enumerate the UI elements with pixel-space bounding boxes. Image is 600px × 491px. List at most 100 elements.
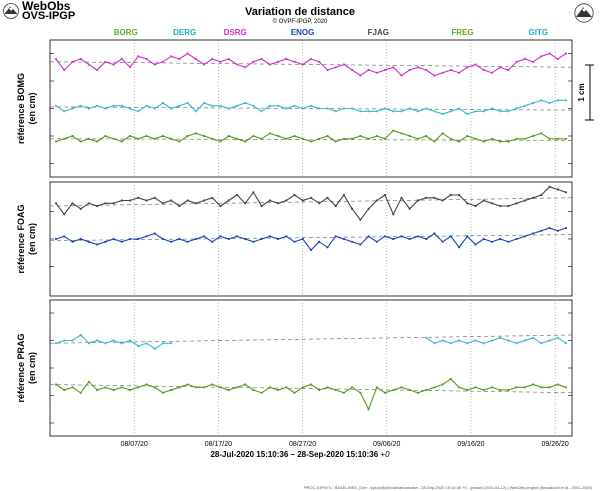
data-point <box>285 235 288 238</box>
data-point <box>285 107 288 110</box>
data-point <box>137 237 140 241</box>
data-point <box>556 99 559 102</box>
panel-sublabel: (en cm) <box>27 223 37 255</box>
date-range-suffix: +0 <box>380 450 390 459</box>
data-point <box>540 132 543 135</box>
data-point <box>178 57 181 61</box>
data-point <box>63 137 66 140</box>
data-point <box>178 237 181 241</box>
data-point <box>96 204 99 208</box>
data-point <box>326 134 329 138</box>
data-point <box>227 134 230 138</box>
data-point <box>104 60 107 63</box>
data-point <box>63 213 66 216</box>
data-point <box>507 240 510 243</box>
data-point <box>96 388 99 392</box>
data-point <box>515 107 518 110</box>
data-point <box>309 140 313 143</box>
data-point <box>490 107 494 110</box>
data-point <box>260 237 263 241</box>
logo-title: WebObs <box>22 0 71 13</box>
data-point <box>87 63 90 66</box>
data-point <box>564 137 568 140</box>
data-point <box>178 386 181 389</box>
data-point <box>548 137 551 140</box>
data-point <box>400 74 403 77</box>
panel-frame <box>49 299 573 437</box>
data-point <box>219 60 222 63</box>
data-point <box>449 377 452 381</box>
data-point <box>400 235 403 238</box>
data-point <box>79 140 82 143</box>
data-point <box>170 342 173 345</box>
station-label: ENOG <box>291 28 315 37</box>
data-point <box>235 63 239 66</box>
data-point <box>153 63 156 66</box>
data-point <box>112 339 115 342</box>
data-point <box>392 213 395 216</box>
data-point <box>466 235 469 238</box>
data-point <box>556 137 559 140</box>
data-point <box>87 240 90 243</box>
data-point <box>474 63 477 66</box>
data-point <box>548 339 551 342</box>
data-point <box>449 193 452 197</box>
data-point <box>79 207 82 210</box>
data-point <box>211 240 214 243</box>
data-point <box>342 391 345 394</box>
date-range-text: 28-Jul-2020 15:10:36 – 28-Sep-2020 15:10… <box>210 450 379 459</box>
data-point <box>277 202 280 205</box>
data-point <box>244 66 247 69</box>
data-point <box>301 137 304 140</box>
data-point <box>425 388 428 392</box>
data-point <box>244 140 247 143</box>
data-point <box>186 240 189 243</box>
data-point <box>318 137 321 140</box>
data-point <box>277 60 280 63</box>
data-point <box>227 107 230 110</box>
data-point <box>309 248 313 252</box>
data-point <box>556 57 559 61</box>
data-point <box>137 196 140 199</box>
data-point <box>301 107 304 110</box>
data-point <box>474 243 477 246</box>
data-point <box>128 388 132 392</box>
data-point <box>523 235 527 238</box>
panel-label: référence BOMG <box>16 73 26 144</box>
data-point <box>482 237 485 241</box>
data-point <box>277 134 280 138</box>
data-point <box>71 107 74 110</box>
data-point <box>400 196 403 199</box>
data-point <box>523 137 527 140</box>
data-point <box>268 63 271 66</box>
data-point <box>441 112 444 116</box>
data-point <box>556 229 559 232</box>
data-point <box>532 383 535 386</box>
data-point <box>523 386 527 389</box>
data-point <box>128 107 132 110</box>
credits-text: PROC.GIPSYX / BASELINES_03m - sysop@pito… <box>303 485 592 490</box>
data-point <box>293 391 296 394</box>
data-point <box>318 60 321 63</box>
trend-line <box>49 234 573 241</box>
data-point <box>104 107 107 110</box>
data-point <box>326 68 329 72</box>
data-point <box>235 193 239 197</box>
data-point <box>499 388 502 392</box>
data-point <box>499 237 502 241</box>
data-point <box>540 386 543 389</box>
data-point <box>564 386 568 389</box>
data-point <box>499 336 502 339</box>
data-point <box>128 339 132 342</box>
data-point <box>408 134 411 138</box>
data-point <box>285 199 288 202</box>
data-point <box>425 196 428 199</box>
data-point <box>532 134 535 138</box>
data-point <box>532 232 535 235</box>
data-point <box>194 202 197 205</box>
data-point <box>170 199 173 202</box>
station-label: DSRG <box>224 28 247 37</box>
data-point <box>252 240 255 243</box>
data-point <box>112 237 115 241</box>
x-tick-label: 09/16/20 <box>457 441 484 448</box>
